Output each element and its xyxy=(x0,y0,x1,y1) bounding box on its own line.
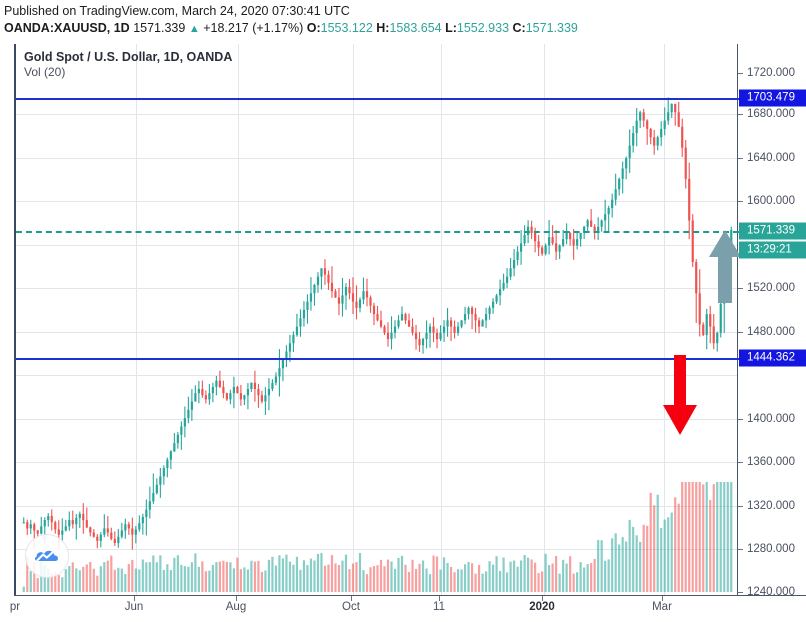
axis-tick xyxy=(738,201,743,202)
time-axis-label: pr xyxy=(9,601,21,613)
gridline-h xyxy=(16,506,739,507)
time-tick xyxy=(134,596,135,601)
page-header: Published on TradingView.com, March 24, … xyxy=(0,0,806,41)
resistance-line[interactable] xyxy=(16,98,739,100)
price-axis-label: 1600.000 xyxy=(747,195,795,207)
chart-container[interactable]: Gold Spot / U.S. Dollar, 1D, OANDA Vol (… xyxy=(10,44,806,622)
resistance-price-badge[interactable]: 1703.479 xyxy=(739,89,806,107)
volume-bars xyxy=(22,482,733,592)
gridline-h xyxy=(16,245,739,246)
axis-tick xyxy=(738,158,743,159)
time-axis[interactable]: pr Jun Aug Oct 11 2020 Mar xyxy=(10,595,806,622)
price-axis-label: 1360.000 xyxy=(747,456,795,468)
high-value: 1583.654 xyxy=(389,21,442,35)
gridline-h xyxy=(16,549,739,550)
open-label: O: xyxy=(306,21,321,35)
axis-tick xyxy=(738,506,743,507)
quote-line: OANDA:XAUUSD, 1D 1571.339 ▲ +18.217 (+1.… xyxy=(4,20,806,38)
support-price-badge[interactable]: 1444.362 xyxy=(739,349,806,367)
time-axis-label: 2020 xyxy=(529,601,555,613)
gridline-v xyxy=(136,44,137,595)
price-axis-label: 1520.000 xyxy=(747,282,795,294)
time-axis-label: Mar xyxy=(652,601,672,613)
last-price-badge[interactable]: 1571.339 xyxy=(739,222,806,240)
price-axis-label: 1400.000 xyxy=(747,413,795,425)
gridline-h xyxy=(16,419,739,420)
tradingview-cloud-icon xyxy=(34,550,59,561)
symbol-label[interactable]: OANDA:XAUUSD, 1D xyxy=(4,21,130,35)
time-axis-label: 11 xyxy=(433,601,445,613)
time-tick xyxy=(542,596,543,601)
last-price-line xyxy=(16,231,739,233)
axis-tick xyxy=(738,419,743,420)
low-label: L: xyxy=(445,21,457,35)
ohlc-candles xyxy=(22,97,733,550)
time-axis-label: Jun xyxy=(124,601,144,613)
support-line[interactable] xyxy=(16,358,739,360)
teal-up-arrow-annotation[interactable] xyxy=(707,227,739,305)
price-plot-area[interactable]: Gold Spot / U.S. Dollar, 1D, OANDA Vol (… xyxy=(14,44,739,595)
gridline-h xyxy=(16,288,739,289)
gridline-h xyxy=(16,201,739,202)
axis-tick xyxy=(738,114,743,115)
axis-tick xyxy=(738,462,743,463)
time-axis-label: Aug xyxy=(225,601,247,613)
gridline-v xyxy=(238,44,239,595)
axis-tick xyxy=(738,332,743,333)
price-axis-label: 1640.000 xyxy=(747,152,795,164)
change-value: +18.217 (+1.17%) xyxy=(203,21,304,35)
gridline-v xyxy=(664,44,665,595)
price-axis-label: 1280.000 xyxy=(747,543,795,555)
gridline-v xyxy=(441,44,442,595)
axis-tick xyxy=(738,549,743,550)
tradingview-logo-badge[interactable] xyxy=(25,534,69,578)
gridline-h xyxy=(16,462,739,463)
price-axis-label: 1680.000 xyxy=(747,108,795,120)
time-tick xyxy=(236,596,237,601)
time-tick xyxy=(351,596,352,601)
countdown-badge: 13:29:21 xyxy=(739,241,806,259)
gridline-v xyxy=(353,44,354,595)
last-price-value: 1571.339 xyxy=(133,21,186,35)
red-down-arrow-annotation[interactable] xyxy=(660,355,700,443)
axis-tick xyxy=(738,73,743,74)
axis-tick xyxy=(738,592,743,593)
low-value: 1552.933 xyxy=(456,21,510,35)
price-axis-label: 1320.000 xyxy=(747,500,795,512)
price-axis-label: 1720.000 xyxy=(747,67,795,79)
gridline-v xyxy=(544,44,545,595)
close-value: 1571.339 xyxy=(525,21,578,35)
up-triangle-icon: ▲ xyxy=(188,23,200,35)
open-value: 1553.122 xyxy=(320,21,373,35)
high-label: H: xyxy=(376,21,390,35)
gridline-h xyxy=(16,114,739,115)
time-tick xyxy=(439,596,440,601)
published-line: Published on TradingView.com, March 24, … xyxy=(4,4,350,18)
price-axis-label: 1480.000 xyxy=(747,326,795,338)
axis-tick xyxy=(738,288,743,289)
time-tick xyxy=(662,596,663,601)
time-axis-label: Oct xyxy=(342,601,360,613)
gridline-h xyxy=(16,375,739,376)
close-label: C: xyxy=(512,21,526,35)
candlestick-series xyxy=(22,97,733,592)
price-axis[interactable]: 1720.000 1680.000 1640.000 1600.000 1520… xyxy=(737,44,806,598)
gridline-h xyxy=(16,158,739,159)
gridline-h xyxy=(16,332,739,333)
